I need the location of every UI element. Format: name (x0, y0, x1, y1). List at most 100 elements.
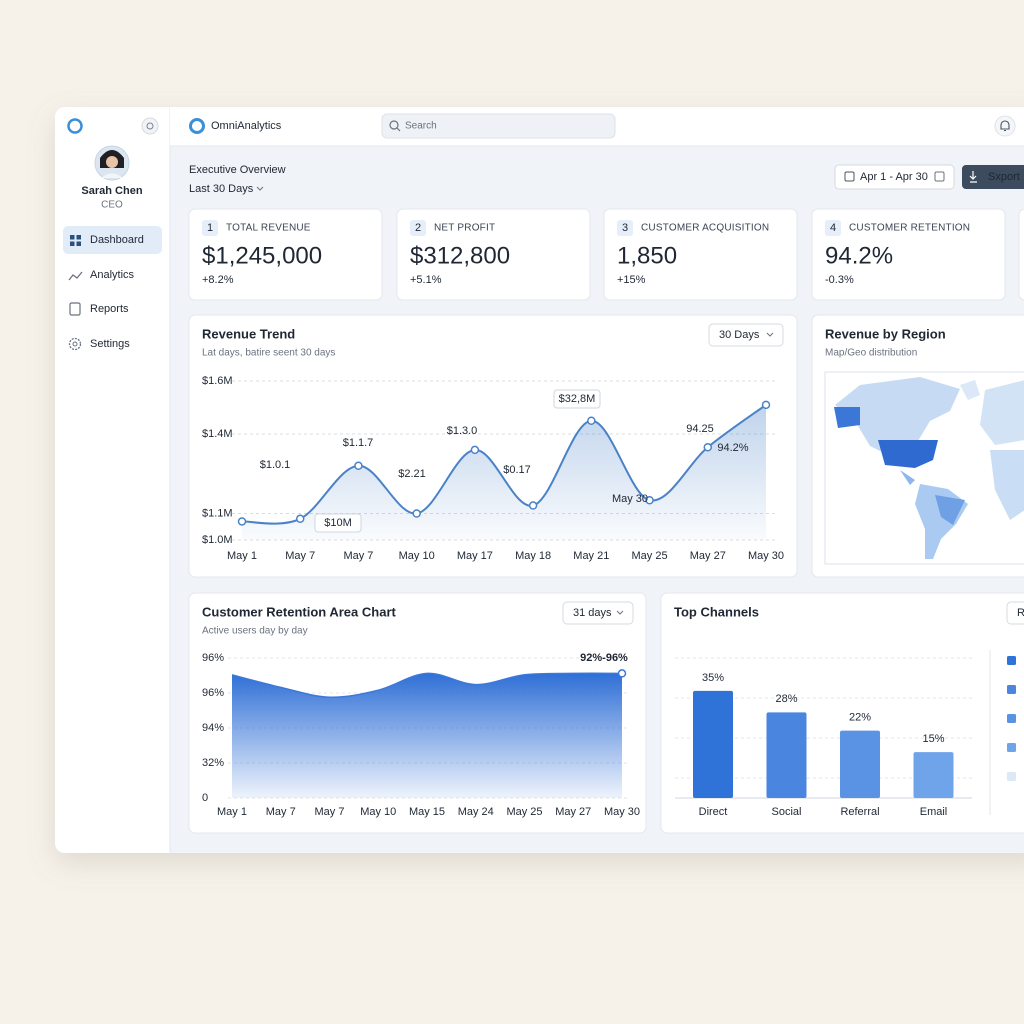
download-icon (969, 171, 977, 183)
nav-icon (76, 241, 81, 246)
x-tick-label: May 15 (409, 806, 445, 818)
x-tick-label: Social (772, 806, 802, 818)
export-button[interactable] (962, 165, 1024, 189)
data-point (617, 669, 627, 678)
y-tick-label: $1.1M (202, 507, 233, 519)
bell-icon (1000, 120, 1010, 132)
x-tick-label: May 17 (457, 550, 493, 562)
nav-icon (68, 271, 83, 281)
trend-line (241, 404, 767, 525)
y-tick-label: 32% (202, 757, 224, 769)
user-name: Sarah Chen (81, 185, 142, 197)
legend-swatch (1007, 743, 1016, 752)
x-tick-label: May 7 (285, 550, 315, 562)
data-point (470, 445, 480, 455)
x-tick-label: May 7 (315, 806, 345, 818)
kpi-index: 3 (622, 222, 628, 234)
y-tick-label: 0 (202, 792, 208, 804)
kpi-card: 2 NET PROFIT $312,800 +5.1% (396, 208, 591, 301)
value-label: 28% (775, 693, 797, 705)
nav-dashboard[interactable]: Dashboard (70, 234, 144, 246)
range-select[interactable] (562, 601, 634, 625)
x-tick-label: May 7 (266, 806, 296, 818)
x-tick-label: May 27 (555, 806, 591, 818)
nav-analytics[interactable]: Analytics (68, 269, 135, 281)
nav-icon (68, 337, 82, 351)
range-select[interactable] (708, 323, 784, 347)
avatar-face (106, 156, 118, 168)
x-tick-label: May 7 (343, 550, 373, 562)
nav-active (63, 226, 162, 254)
avatar-shirt (101, 173, 123, 178)
notifications-button[interactable] (994, 115, 1016, 137)
kpi-label: NET PROFIT (434, 223, 495, 234)
kpi-label: CUSTOMER ACQUISITION (641, 223, 769, 234)
x-tick-label: Email (920, 806, 948, 818)
kpi-index: 2 (415, 222, 421, 234)
map-region (878, 440, 938, 468)
y-tick-label: 94% (202, 722, 224, 734)
legend-swatch (1007, 772, 1016, 781)
x-tick-label: May 1 (227, 550, 257, 562)
nav-settings[interactable]: Settings (68, 337, 131, 351)
nav-reports[interactable]: Reports (69, 302, 129, 316)
value-label: 22% (849, 712, 871, 724)
area-line (231, 672, 623, 698)
settings-button[interactable] (141, 117, 159, 135)
date-range: Apr 1 - Apr 30 (860, 171, 928, 183)
brand-name: OmniAnalytics (211, 120, 282, 132)
kpi-change: -0.3% (825, 274, 854, 286)
kpi-card-bg (396, 208, 591, 301)
panel-subtitle: Lat days, batire seent 30 days (202, 348, 335, 359)
nav-icon (70, 235, 75, 240)
kpi-card: 1 TOTAL REVENUE $1,245,000 +8.2% (188, 208, 383, 301)
data-point (703, 443, 713, 452)
annotation: 94.2% (717, 442, 748, 454)
world-map (824, 371, 1024, 565)
nav-label: Analytics (90, 269, 135, 281)
kpi-change: +8.2% (202, 274, 234, 286)
panel-subtitle: Active users day by day (202, 626, 308, 637)
data-point (237, 517, 247, 526)
kpi-badge (825, 220, 841, 236)
search-icon (389, 120, 399, 130)
kpi-badge (202, 220, 218, 236)
brand-logo (189, 118, 205, 134)
x-tick-label: Referral (840, 806, 879, 818)
panel-title: Revenue Trend (202, 326, 295, 341)
kpi-badge (617, 220, 633, 236)
map-region (900, 470, 915, 485)
x-tick-label: May 18 (515, 550, 551, 562)
nav-icon (72, 341, 78, 347)
kpi-badge (410, 220, 426, 236)
value-label: 15% (922, 733, 944, 745)
x-tick-label: May 10 (399, 550, 435, 562)
y-tick-label: 96% (202, 687, 224, 699)
date-range-button[interactable] (834, 164, 955, 190)
panel-subtitle: Map/Geo distribution (825, 348, 917, 359)
range-select[interactable] (1006, 601, 1024, 625)
period-select[interactable]: Last 30 Days (189, 183, 254, 195)
annotation: $0.17 (503, 464, 531, 476)
nav-icon (76, 235, 81, 240)
map-region (935, 495, 965, 525)
search-box[interactable] (381, 113, 616, 139)
x-tick-label: May 1 (217, 806, 247, 818)
kpi-index: 1 (207, 222, 213, 234)
panel-title: Top Channels (674, 604, 759, 619)
map-region (980, 380, 1024, 445)
data-point (528, 501, 538, 510)
kpi-card-bg (603, 208, 798, 301)
kpi-change: +5.1% (410, 274, 442, 286)
range-select-label: 30 Days (719, 329, 760, 341)
kpi-value: 1,850 (617, 242, 677, 269)
nav-icon (69, 302, 81, 316)
bar (913, 752, 954, 798)
x-tick-label: May 24 (458, 806, 494, 818)
x-tick-label: May 10 (360, 806, 396, 818)
data-point (412, 509, 421, 518)
area-fill (242, 404, 766, 540)
map-region (990, 450, 1024, 520)
